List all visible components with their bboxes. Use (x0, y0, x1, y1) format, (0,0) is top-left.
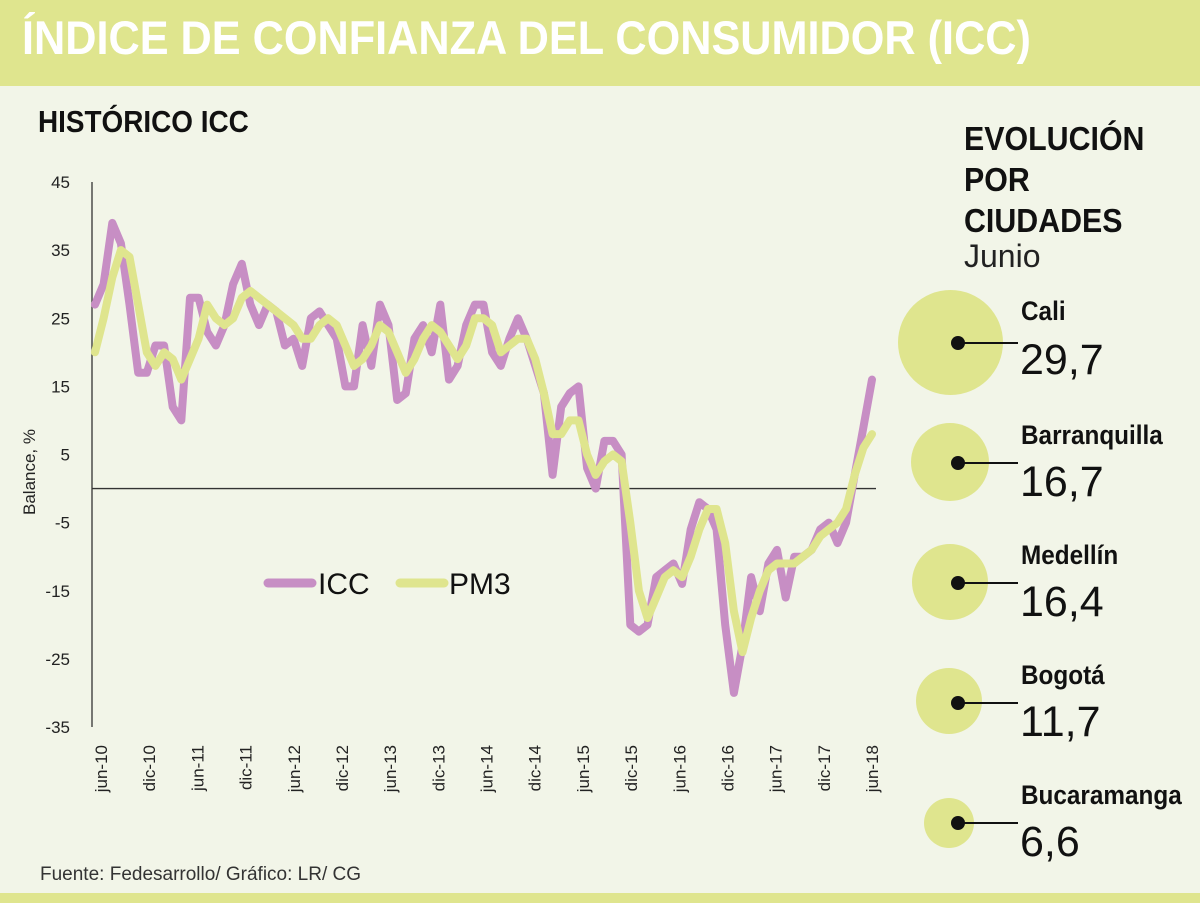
city-value: 11,7 (1020, 698, 1101, 746)
city-leader-line (958, 462, 1018, 464)
city-leader-line (958, 582, 1018, 584)
city-name: Medellín (1021, 540, 1119, 570)
city-bubble (916, 668, 982, 734)
y-tick-label: 15 (51, 377, 70, 396)
x-axis-ticks: jun-10 dic-10 jun-11 dic-11 jun-12 dic-12 jun-… (92, 745, 882, 793)
legend-label-pm3: PM3 (449, 568, 511, 601)
header-band: ÍNDICE DE CONFIANZA DEL CONSUMIDOR (ICC) (0, 0, 1200, 86)
x-tick-label: jun-10 (92, 745, 111, 793)
cities-title: EVOLUCIÓN POR CIUDADES (964, 118, 1176, 241)
cities-title-line-2: POR (964, 161, 1030, 198)
y-tick-label: 45 (51, 173, 70, 192)
x-tick-label: jun-15 (574, 745, 593, 793)
x-tick-label: jun-17 (767, 745, 786, 793)
series-line-icc (91, 218, 876, 697)
city-value: 16,7 (1020, 458, 1104, 506)
series-line-pm3 (91, 246, 876, 657)
y-tick-label: 25 (51, 309, 70, 328)
x-tick-label: jun-16 (670, 745, 689, 793)
y-tick-label: -35 (45, 718, 70, 737)
legend: ICC PM3 (263, 568, 511, 601)
city-value: 6,6 (1020, 818, 1080, 866)
city-name: Bogotá (1021, 660, 1105, 690)
city-name: Bucaramanga (1021, 780, 1182, 810)
city-value: 16,4 (1020, 578, 1104, 626)
main-title: ÍNDICE DE CONFIANZA DEL CONSUMIDOR (ICC) (22, 11, 1031, 64)
city-leader-line (958, 342, 1018, 344)
city-name: Barranquilla (1021, 420, 1163, 450)
x-tick-label: dic-17 (815, 745, 834, 791)
city-name: Cali (1021, 296, 1066, 326)
y-tick-label: -5 (55, 514, 70, 533)
line-chart: 45 35 25 15 5 -5 -15 -25 -35 jun-10 dic-10 jun-11 d… (20, 173, 882, 793)
x-tick-label: dic-11 (237, 745, 256, 790)
x-tick-label: dic-10 (140, 745, 159, 791)
x-tick-label: jun-12 (285, 745, 304, 793)
bottom-band (0, 893, 1200, 903)
x-tick-label: jun-18 (863, 745, 882, 793)
cities-title-line-1: EVOLUCIÓN (964, 120, 1145, 157)
x-tick-label: jun-11 (188, 745, 207, 792)
x-tick-label: jun-13 (381, 745, 400, 793)
x-tick-label: jun-14 (478, 745, 497, 793)
y-axis-ticks: 45 35 25 15 5 -5 -15 -25 -35 (45, 173, 70, 737)
x-tick-label: dic-13 (429, 745, 448, 791)
y-axis-title: Balance, % (20, 429, 39, 515)
x-tick-label: dic-12 (333, 745, 352, 791)
y-tick-label: -15 (45, 582, 70, 601)
city-leader-line (958, 822, 1018, 824)
series-layer (91, 218, 876, 697)
chart-title: HISTÓRICO ICC (38, 104, 249, 139)
y-tick-label: -25 (45, 650, 70, 669)
source-note: Fuente: Fedesarrollo/ Gráfico: LR/ CG (40, 864, 362, 885)
y-tick-label: 5 (61, 446, 70, 465)
city-leader-line (958, 702, 1018, 704)
x-tick-label: dic-14 (526, 745, 545, 791)
cities-subtitle: Junio (964, 238, 1041, 274)
cities-title-line-3: CIUDADES (964, 202, 1123, 239)
x-tick-label: dic-15 (622, 745, 641, 791)
city-value: 29,7 (1020, 336, 1104, 384)
legend-label-icc: ICC (318, 568, 370, 601)
x-tick-label: dic-16 (718, 745, 737, 791)
y-tick-label: 35 (51, 241, 70, 260)
